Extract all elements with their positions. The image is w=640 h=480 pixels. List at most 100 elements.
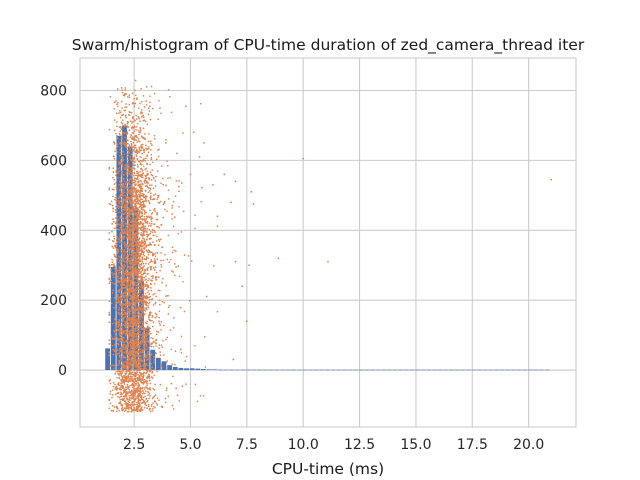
histogram-bar <box>161 361 167 371</box>
swarm-point <box>146 231 148 233</box>
swarm-point <box>158 299 161 302</box>
swarm-point <box>150 405 153 408</box>
swarm-point <box>172 408 175 410</box>
swarm-point <box>142 307 145 310</box>
swarm-point <box>140 244 143 247</box>
swarm-point <box>132 215 135 218</box>
swarm-point <box>142 338 145 341</box>
swarm-point <box>143 193 145 196</box>
swarm-point <box>127 290 130 293</box>
swarm-point <box>199 102 202 105</box>
swarm-point <box>135 287 137 290</box>
swarm-point <box>148 397 150 400</box>
swarm-point <box>150 215 152 218</box>
swarm-point <box>138 148 141 150</box>
swarm-point <box>126 163 128 166</box>
swarm-point <box>150 243 153 246</box>
swarm-point <box>142 241 145 244</box>
swarm-point <box>136 371 138 374</box>
swarm-point <box>154 383 156 386</box>
swarm-point <box>113 367 115 370</box>
swarm-point <box>151 254 154 256</box>
swarm-point <box>122 294 125 297</box>
swarm-point <box>115 370 117 373</box>
swarm-point <box>142 374 145 377</box>
swarm-point <box>120 261 123 263</box>
swarm-point <box>138 107 140 109</box>
swarm-point <box>142 310 145 313</box>
swarm-point <box>116 145 119 148</box>
swarm-point <box>123 191 126 194</box>
swarm-point <box>137 202 140 205</box>
swarm-point <box>132 223 135 226</box>
histogram-bar <box>206 369 212 371</box>
swarm-point <box>136 401 138 404</box>
swarm-point <box>113 272 116 275</box>
histogram-bar <box>494 369 499 371</box>
swarm-point <box>120 380 123 383</box>
swarm-point <box>128 273 131 276</box>
swarm-point <box>160 344 163 347</box>
swarm-point <box>140 365 142 368</box>
swarm-point <box>118 409 121 412</box>
swarm-point <box>141 136 144 139</box>
swarm-point <box>129 394 132 397</box>
swarm-point <box>122 141 125 143</box>
swarm-point <box>125 196 127 199</box>
swarm-point <box>126 252 129 254</box>
swarm-point <box>144 285 147 288</box>
swarm-point <box>123 153 126 156</box>
swarm-point <box>153 356 155 358</box>
swarm-point <box>134 294 136 297</box>
swarm-point <box>137 130 140 132</box>
swarm-point <box>136 332 139 335</box>
swarm-point <box>120 395 122 398</box>
swarm-point <box>144 242 147 245</box>
swarm-point <box>129 178 132 180</box>
swarm-point <box>127 336 130 339</box>
swarm-point <box>108 238 111 241</box>
swarm-point <box>140 381 143 384</box>
swarm-point <box>147 147 150 150</box>
swarm-point <box>149 242 151 244</box>
swarm-point <box>174 263 176 265</box>
swarm-point <box>137 353 139 355</box>
swarm-point <box>158 320 160 323</box>
swarm-point <box>156 225 158 228</box>
swarm-point <box>132 187 135 190</box>
swarm-point <box>124 205 126 208</box>
swarm-point <box>125 277 127 280</box>
swarm-point <box>114 327 117 330</box>
swarm-point <box>125 289 128 292</box>
swarm-point <box>115 387 118 389</box>
swarm-point <box>115 302 118 305</box>
swarm-point <box>149 311 152 313</box>
swarm-point <box>201 186 203 189</box>
swarm-point <box>149 386 151 389</box>
swarm-point <box>137 116 140 118</box>
swarm-point <box>135 125 138 128</box>
swarm-point <box>150 283 152 286</box>
swarm-point <box>124 315 126 318</box>
swarm-point <box>131 190 133 193</box>
swarm-point <box>135 114 137 117</box>
swarm-point <box>179 348 182 351</box>
swarm-point <box>123 254 126 257</box>
swarm-point <box>131 122 133 124</box>
swarm-point <box>122 392 125 394</box>
histogram-bar <box>511 369 516 371</box>
swarm-point <box>124 124 126 127</box>
swarm-point <box>138 151 141 154</box>
swarm-point <box>127 166 130 169</box>
x-tick-label: 10.0 <box>288 437 319 453</box>
swarm-point <box>150 213 153 215</box>
swarm-point <box>160 266 163 268</box>
swarm-point <box>135 183 137 185</box>
swarm-point <box>133 172 136 174</box>
swarm-point <box>111 337 114 340</box>
swarm-point <box>129 170 132 172</box>
swarm-point <box>125 334 128 337</box>
swarm-point <box>144 241 147 243</box>
swarm-point <box>185 383 187 385</box>
swarm-point <box>119 205 121 208</box>
